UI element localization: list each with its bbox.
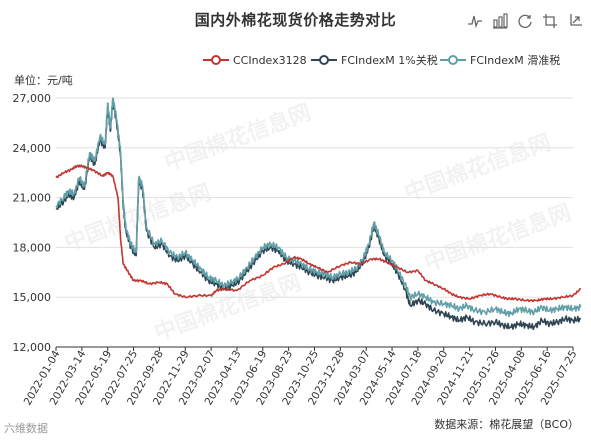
data-zoom-reset-icon[interactable]	[567, 13, 583, 29]
legend-item-ccindex[interactable]: CCIndex3128	[203, 53, 307, 67]
y-tick-label: 12,000	[13, 341, 52, 354]
y-axis-unit-label: 单位：元/吨	[14, 74, 73, 87]
restore-icon[interactable]	[517, 13, 533, 29]
legend-swatch	[440, 55, 466, 65]
legend-item-fcindex-1pct[interactable]: FCIndexM 1%关税	[311, 53, 438, 67]
legend-label: CCIndex3128	[233, 53, 307, 67]
legend-label: FCIndexM 1%关税	[341, 54, 438, 67]
legend-label: FCIndexM 滑准税	[470, 54, 561, 67]
series-line-0	[55, 164, 581, 303]
data-zoom-icon[interactable]	[542, 13, 558, 29]
series-line-2	[55, 97, 582, 318]
series-line-1	[55, 100, 582, 331]
legend-item-fcindex-sliding[interactable]: FCIndexM 滑准税	[440, 53, 560, 67]
corner-mark: 六维数据	[4, 422, 48, 435]
y-tick-label: 24,000	[13, 142, 52, 155]
chart-title: 国内外棉花现货价格走势对比	[194, 11, 397, 29]
data-source-note: 数据来源：棉花展望（BCO）	[434, 418, 579, 431]
legend-swatch	[203, 55, 229, 65]
legend-swatch	[311, 55, 337, 65]
y-tick-label: 15,000	[13, 291, 52, 304]
y-tick-label: 18,000	[13, 241, 52, 254]
y-tick-label: 21,000	[13, 192, 52, 205]
chart-toolbox	[467, 13, 583, 31]
y-tick-label: 27,000	[13, 92, 52, 105]
line-chart-icon[interactable]	[467, 13, 483, 29]
bar-chart-icon[interactable]	[492, 13, 508, 29]
